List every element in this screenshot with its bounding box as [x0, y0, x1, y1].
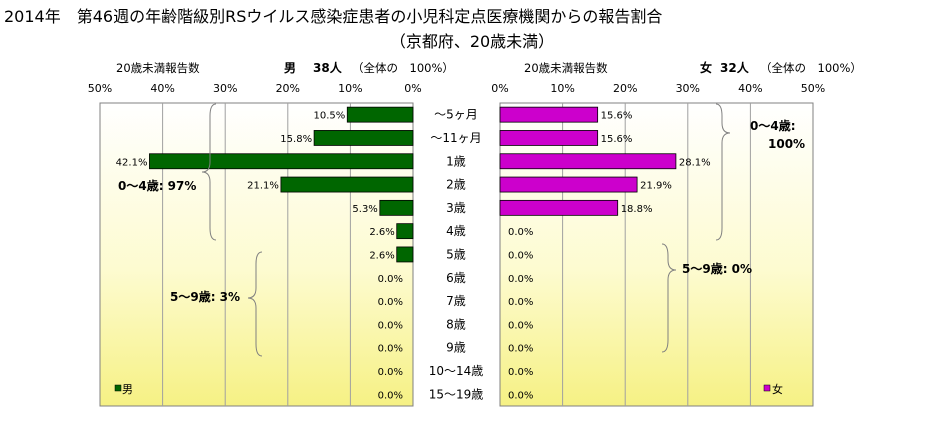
- female-bar-label: 15.6%: [601, 111, 633, 122]
- age-group-label: 15～19歳: [429, 387, 484, 401]
- male-bar: [396, 223, 414, 240]
- male-bar: [313, 130, 414, 146]
- male-brace-5-9-label: 5～9歳: 3%: [170, 289, 240, 304]
- male-tick-label: 40%: [150, 82, 174, 95]
- female-brace-5-9-label: 5～9歳: 0%: [682, 261, 752, 276]
- male-bar-label: 0.0%: [378, 367, 403, 378]
- male-bar-label: 0.0%: [378, 320, 403, 331]
- age-group-label: 1歳: [446, 154, 466, 168]
- female-bar: [499, 176, 638, 193]
- female-bar-label: 18.8%: [621, 204, 653, 215]
- male-bar-label: 0.0%: [378, 297, 403, 308]
- female-bar: [499, 199, 619, 216]
- female-legend-swatch: [763, 384, 771, 392]
- female-axis-ticks: 0% 10% 20% 30% 40% 50%: [491, 82, 825, 95]
- male-bar-label: 5.3%: [352, 204, 377, 215]
- female-bar-label: 28.1%: [679, 157, 711, 168]
- female-bar: [499, 106, 599, 123]
- male-brace-0-4-label: 0～4歳: 97%: [118, 178, 196, 193]
- female-brace-0-4-label-1: 0～4歳:: [750, 118, 796, 133]
- male-bars: 10.5% 15.8% 42.1% 21.1% 5.3% 2.6% 2.6% 0.0% 0.0%…: [116, 106, 414, 401]
- male-bar: [379, 199, 414, 216]
- female-heading: 20歳未満報告数: [524, 61, 608, 75]
- female-bar-label: 0.0%: [508, 320, 533, 331]
- female-legend-label: 女: [772, 382, 783, 396]
- male-bar-label: 2.6%: [369, 227, 394, 238]
- age-group-label: 9歳: [446, 341, 466, 355]
- age-group-label: 7歳: [446, 294, 466, 308]
- male-tick-label: 30%: [213, 82, 237, 95]
- age-group-label: 2歳: [446, 178, 466, 192]
- male-brace-5-9: [247, 251, 263, 357]
- male-legend-label: 男: [122, 383, 133, 396]
- male-bar: [346, 106, 414, 123]
- female-bar-label: 0.0%: [508, 367, 533, 378]
- age-group-label: 3歳: [446, 201, 466, 215]
- female-brace-5-9: [661, 243, 677, 353]
- male-bar-label: 42.1%: [116, 157, 148, 168]
- age-group-label: ～11ヶ月: [430, 131, 481, 145]
- female-tick-label: 10%: [550, 82, 574, 95]
- age-group-label: 8歳: [446, 317, 466, 331]
- female-bar-label: 0.0%: [508, 344, 533, 355]
- male-bar-label: 0.0%: [378, 390, 403, 401]
- male-bar: [149, 153, 414, 170]
- male-bar-label: 0.0%: [378, 344, 403, 355]
- female-bar-label: 0.0%: [508, 297, 533, 308]
- age-group-label: 6歳: [446, 271, 466, 285]
- male-tick-label: 20%: [276, 82, 300, 95]
- age-group-label: 5歳: [446, 247, 466, 261]
- male-legend-swatch: [114, 384, 122, 392]
- female-tick-label: 30%: [676, 82, 700, 95]
- male-tick-label: 10%: [338, 82, 362, 95]
- male-count: 38人: [313, 60, 343, 75]
- age-group-labels: ～5ヶ月 ～11ヶ月 1歳 2歳 3歳 4歳 5歳 6歳 7歳 8歳 9歳 10～14歳 15～19歳: [429, 108, 484, 402]
- age-group-label: 4歳: [446, 224, 466, 238]
- male-tick-label: 0%: [404, 82, 421, 95]
- female-plot-area: [499, 102, 814, 407]
- female-tick-label: 0%: [491, 82, 508, 95]
- female-bar-label: 0.0%: [508, 274, 533, 285]
- female-bars: 15.6% 15.6% 28.1% 21.9% 18.8% 0.0% 0.0% 0.0% 0.0…: [499, 106, 711, 401]
- male-tick-label: 50%: [88, 82, 112, 95]
- male-sex-label: 男: [284, 61, 296, 75]
- male-bar-label: 2.6%: [369, 250, 394, 261]
- male-bar-label: 21.1%: [247, 181, 279, 192]
- female-bar-label: 21.9%: [640, 181, 672, 192]
- female-tick-label: 20%: [613, 82, 637, 95]
- male-heading: 20歳未満報告数: [116, 61, 200, 75]
- male-plot-area: [99, 102, 414, 407]
- male-bar-label: 10.5%: [313, 111, 345, 122]
- male-bar-label: 15.8%: [280, 134, 312, 145]
- male-brace-0-4: [201, 103, 217, 241]
- female-brace-0-4: [715, 103, 731, 241]
- age-group-label: ～5ヶ月: [434, 108, 478, 122]
- male-bar-label: 0.0%: [378, 274, 403, 285]
- male-bar: [280, 176, 414, 193]
- female-bar: [499, 153, 677, 170]
- female-sex-label: 女: [700, 60, 712, 75]
- female-brace-0-4-label-2: 100%: [768, 137, 805, 151]
- female-tick-label: 40%: [738, 82, 762, 95]
- female-tick-label: 50%: [801, 82, 825, 95]
- male-bar: [396, 246, 414, 263]
- female-total-note: （全体の 100%）: [760, 61, 862, 75]
- female-bar-label: 0.0%: [508, 390, 533, 401]
- female-bar-label: 0.0%: [508, 250, 533, 261]
- male-total-note: （全体の 100%）: [352, 61, 454, 75]
- female-bar-label: 0.0%: [508, 227, 533, 238]
- chart-title: 2014年 第46週の年齢階級別RSウイルス感染症患者の小児科定点医療機関からの…: [4, 7, 663, 26]
- female-count: 32人: [720, 60, 750, 75]
- female-bar-label: 15.6%: [601, 134, 633, 145]
- female-bar: [499, 130, 599, 146]
- age-group-label: 10～14歳: [429, 364, 484, 378]
- male-axis-ticks: 50% 40% 30% 20% 10% 0%: [88, 82, 422, 95]
- chart-subtitle: （京都府、20歳未満）: [389, 32, 555, 51]
